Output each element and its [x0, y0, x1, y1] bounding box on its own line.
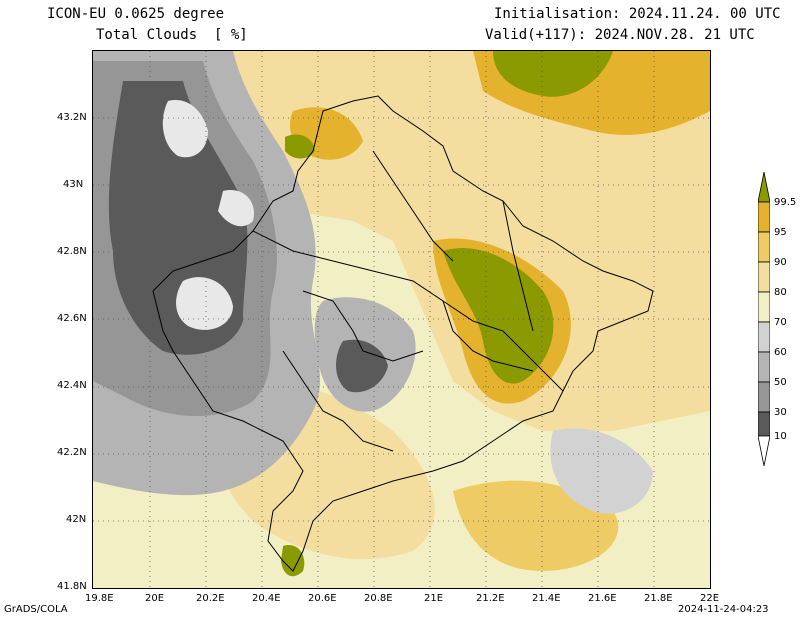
border-outline: [152, 95, 654, 572]
valid-time: Valid(+117): 2024.NOV.28. 21 UTC: [485, 27, 755, 43]
cloud-map: [92, 50, 711, 589]
cloud-zone-99-south: [281, 545, 305, 577]
lat-label: 42.8N: [57, 246, 87, 257]
cb-label: 99.5: [774, 197, 797, 208]
admin-borders: [152, 95, 654, 572]
lon-label: 20E: [145, 593, 165, 604]
cb-10: [758, 411, 770, 437]
border-inner-5: [442, 300, 564, 392]
cb-30: [758, 381, 770, 413]
map-canvas: [93, 51, 710, 588]
cb-50: [758, 351, 770, 383]
cb-label: 70: [774, 317, 787, 328]
lon-label: 22E: [700, 593, 720, 604]
cb-label: 50: [774, 377, 787, 388]
cloud-zone-99-north: [493, 51, 613, 97]
cb-90: [758, 231, 770, 263]
cb-cap-bottom: [758, 435, 770, 466]
lon-label: 21E: [424, 593, 444, 604]
border-inner-3: [372, 150, 454, 262]
lat-label: 43N: [63, 179, 84, 190]
lat-label: 42.4N: [57, 380, 87, 391]
cloud-zone-99-nw: [285, 134, 315, 159]
lon-label: 21.6E: [588, 593, 617, 604]
lat-label: 41.8N: [57, 581, 87, 592]
cb-label: 10: [774, 431, 787, 442]
clear-patch-1: [162, 100, 208, 158]
lon-label: 21.2E: [476, 593, 505, 604]
colorbar: [758, 172, 770, 466]
cloud-zone-99-east: [443, 247, 554, 384]
cloud-zone-90-se: [453, 480, 619, 571]
lat-label: 42.6N: [57, 313, 87, 324]
border-inner-2: [302, 290, 424, 362]
cb-60: [758, 321, 770, 353]
lon-label: 19.8E: [85, 593, 114, 604]
timestamp: 2024-11-24-04:23: [678, 604, 769, 615]
credit: GrADS/COLA: [4, 604, 68, 615]
cb-70: [758, 291, 770, 323]
lon-label: 21.4E: [532, 593, 561, 604]
cb-95: [758, 201, 770, 233]
cloud-zone-60-se: [550, 428, 653, 514]
lat-label: 42N: [66, 514, 87, 525]
border-inner-1: [252, 230, 534, 372]
init-time: Initialisation: 2024.11.24. 00 UTC: [494, 6, 781, 22]
lon-label: 20.6E: [308, 593, 337, 604]
lon-label: 20.2E: [196, 593, 225, 604]
lat-label: 42.2N: [57, 447, 87, 458]
cloud-zone-10-central: [336, 339, 388, 393]
cb-label: 80: [774, 287, 787, 298]
cb-label: 30: [774, 407, 787, 418]
lat-label: 43.2N: [57, 112, 87, 123]
border-inner-6: [502, 200, 534, 332]
clear-patch-2: [218, 190, 254, 227]
lon-label: 20.4E: [252, 593, 281, 604]
field-title: Total Clouds [ %]: [96, 27, 248, 43]
lon-label: 20.8E: [364, 593, 393, 604]
clear-patch-3: [176, 277, 233, 330]
cb-label: 95: [774, 227, 787, 238]
border-inner-4: [282, 350, 394, 452]
lon-label: 21.8E: [644, 593, 673, 604]
cb-label: 90: [774, 257, 787, 268]
cb-label: 60: [774, 347, 787, 358]
cb-cap-top: [758, 172, 770, 203]
cb-80: [758, 261, 770, 293]
model-title: ICON-EU 0.0625 degree: [47, 6, 225, 22]
